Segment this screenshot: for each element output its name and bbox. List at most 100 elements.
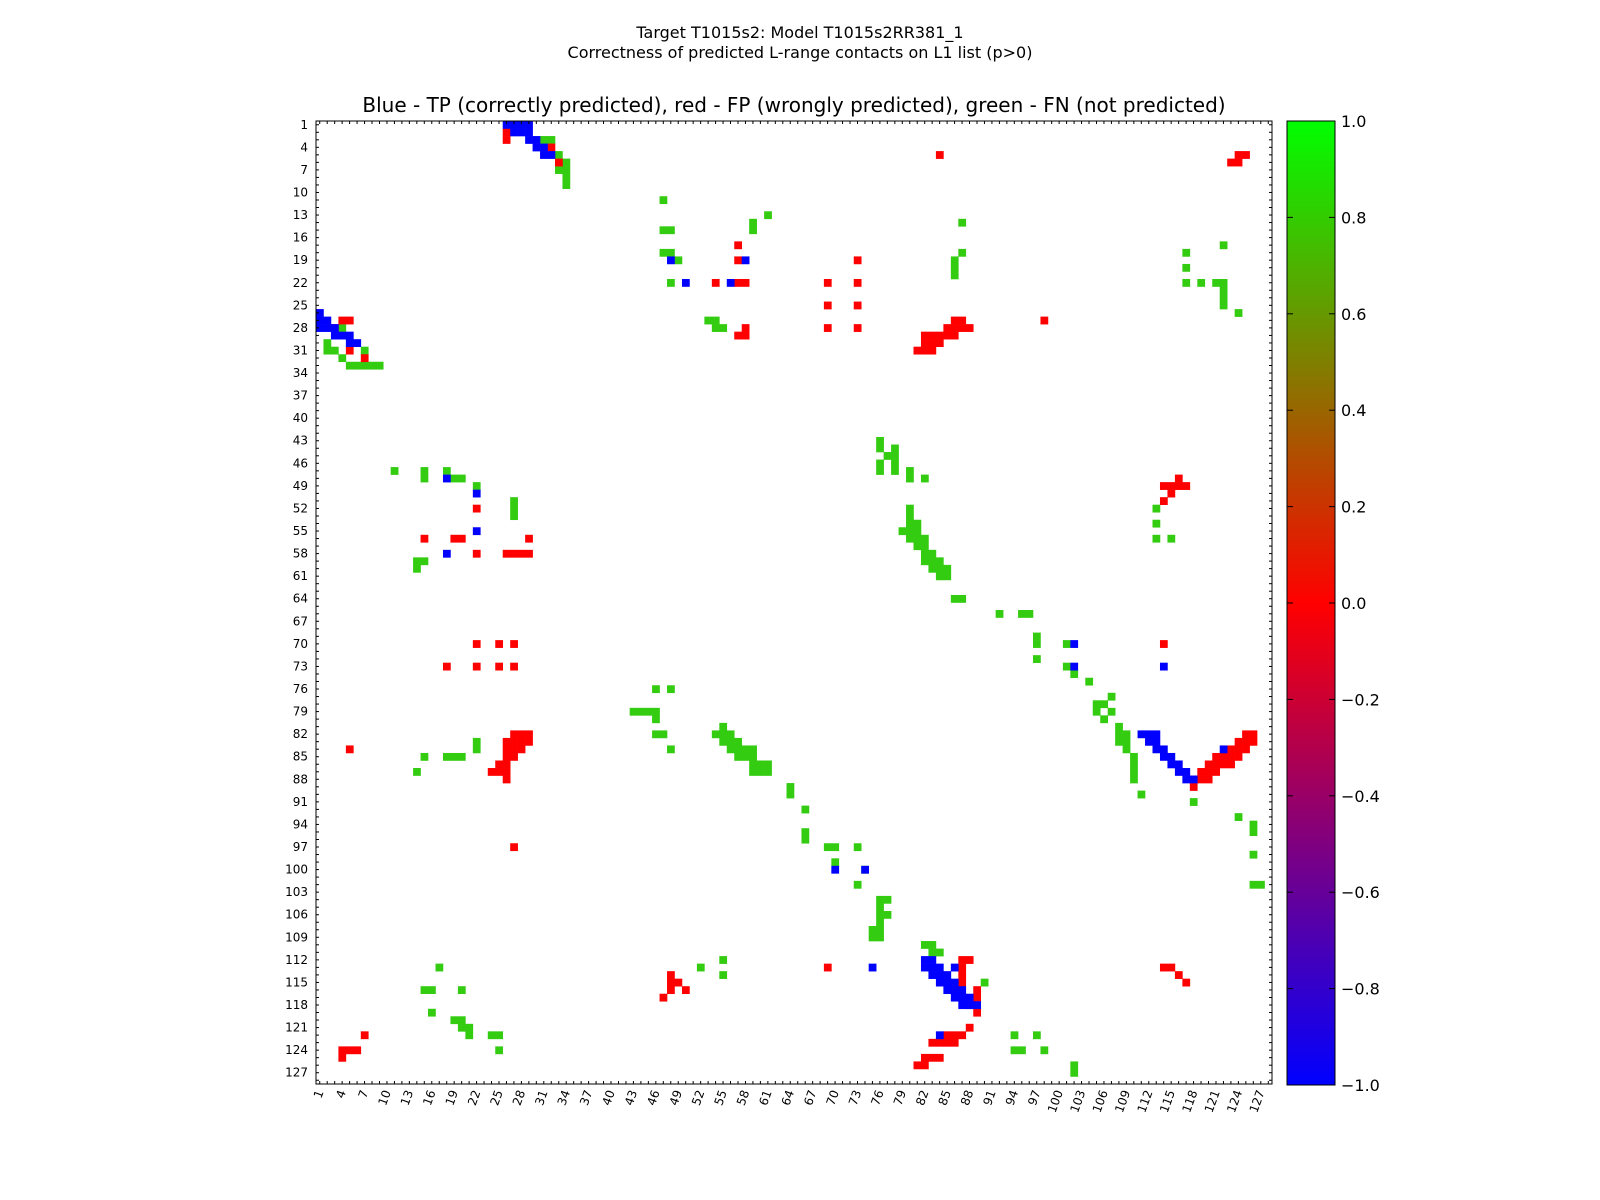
cell-fp — [920, 346, 929, 355]
cell-fn — [876, 918, 884, 927]
cell-fp — [510, 640, 518, 648]
cell-fn — [749, 745, 757, 754]
cell-fn — [913, 527, 922, 536]
cell-fn — [950, 263, 959, 272]
cell-fn — [891, 467, 899, 475]
cell-fn — [719, 324, 728, 332]
cell-fp — [1227, 158, 1235, 167]
cell-tp — [472, 489, 481, 498]
cell-fp — [734, 278, 743, 287]
cell-fn — [943, 564, 952, 573]
x-tick-label: 106 — [1090, 1088, 1111, 1114]
cell-fn — [540, 136, 548, 144]
cell-fp — [734, 256, 743, 265]
cell-fn — [1070, 670, 1079, 679]
cell-fp — [943, 1038, 952, 1047]
cell-fn — [935, 557, 944, 566]
cell-tp — [831, 865, 840, 874]
y-tick-label: 28 — [293, 321, 308, 335]
cell-fn — [1025, 610, 1034, 618]
cell-fp — [943, 1031, 952, 1040]
y-tick-label: 106 — [285, 908, 308, 922]
cell-fn — [928, 557, 937, 566]
cell-fn — [413, 557, 421, 566]
cell-fn — [472, 745, 481, 754]
cell-tp — [353, 339, 362, 347]
x-tick-label: 82 — [913, 1088, 931, 1107]
y-tick-label: 25 — [293, 298, 308, 312]
cell-fn — [1122, 737, 1131, 746]
y-tick-label: 64 — [293, 592, 308, 606]
cell-fn — [786, 783, 795, 791]
cell-fn — [749, 768, 757, 776]
cell-fp — [510, 662, 518, 671]
figure-title-line-1: Target T1015s2: Model T1015s2RR381_1 — [635, 23, 963, 43]
cell-fn — [667, 226, 675, 235]
cell-fn — [913, 519, 922, 528]
colorbar-tick-label: 1.0 — [1341, 112, 1366, 131]
cell-fp — [958, 316, 967, 325]
cell-fn — [935, 564, 944, 573]
cell-fn — [1018, 610, 1026, 618]
cell-fp — [517, 549, 526, 558]
cell-tp — [928, 956, 937, 964]
cell-fn — [876, 444, 884, 453]
cell-fn — [756, 760, 765, 769]
y-tick-label: 13 — [293, 208, 308, 222]
cell-fn — [667, 745, 675, 754]
cell-fn — [1219, 286, 1228, 295]
cell-tp — [950, 978, 959, 987]
cell-fp — [928, 1038, 937, 1047]
cell-fn — [428, 986, 436, 995]
cell-fp — [510, 752, 518, 761]
cell-fp — [1242, 730, 1250, 739]
cell-fn — [510, 504, 518, 513]
cell-fn — [1122, 730, 1131, 739]
cell-fp — [1167, 482, 1176, 490]
cell-fp — [935, 151, 944, 159]
cell-fn — [696, 963, 705, 972]
y-tick-label: 88 — [293, 772, 308, 786]
cell-fn — [980, 978, 989, 987]
cell-fn — [801, 805, 810, 814]
cell-fp — [495, 662, 504, 671]
cell-fn — [920, 534, 929, 543]
cell-fp — [950, 1031, 959, 1040]
x-tick-label: 76 — [868, 1088, 886, 1107]
cell-fn — [1197, 278, 1206, 287]
cell-fn — [368, 361, 377, 370]
cell-fn — [906, 527, 914, 536]
colorbar — [1286, 120, 1336, 1086]
cell-tp — [1152, 737, 1161, 746]
cell-fn — [876, 436, 884, 445]
cell-fp — [360, 1031, 369, 1040]
cell-fn — [801, 835, 810, 844]
cell-tp — [1189, 775, 1198, 784]
cell-fn — [1010, 1046, 1019, 1055]
cell-tp — [316, 316, 324, 325]
cell-fn — [1212, 278, 1221, 287]
x-tick-label: 91 — [980, 1088, 998, 1107]
cell-fp — [420, 534, 429, 543]
cell-fn — [652, 715, 660, 724]
cell-fp — [741, 278, 750, 287]
cell-fn — [450, 1016, 459, 1025]
cell-fp — [823, 278, 832, 287]
cell-fn — [353, 361, 362, 370]
cell-fp — [1242, 745, 1250, 754]
cell-tp — [338, 331, 347, 340]
cell-fp — [913, 1061, 922, 1070]
cell-tp — [330, 324, 339, 332]
x-tick-label: 49 — [667, 1088, 685, 1107]
cell-tp — [472, 527, 481, 536]
cell-tp — [442, 474, 451, 483]
cell-fp — [853, 324, 862, 332]
x-tick-label: 115 — [1157, 1088, 1178, 1114]
cell-fn — [1249, 850, 1258, 859]
cell-fp — [965, 324, 974, 332]
y-tick-label: 85 — [293, 750, 308, 764]
x-tick-label: 70 — [824, 1088, 842, 1107]
cell-fn — [749, 752, 757, 761]
cell-fp — [935, 339, 944, 347]
cell-fn — [330, 346, 339, 355]
